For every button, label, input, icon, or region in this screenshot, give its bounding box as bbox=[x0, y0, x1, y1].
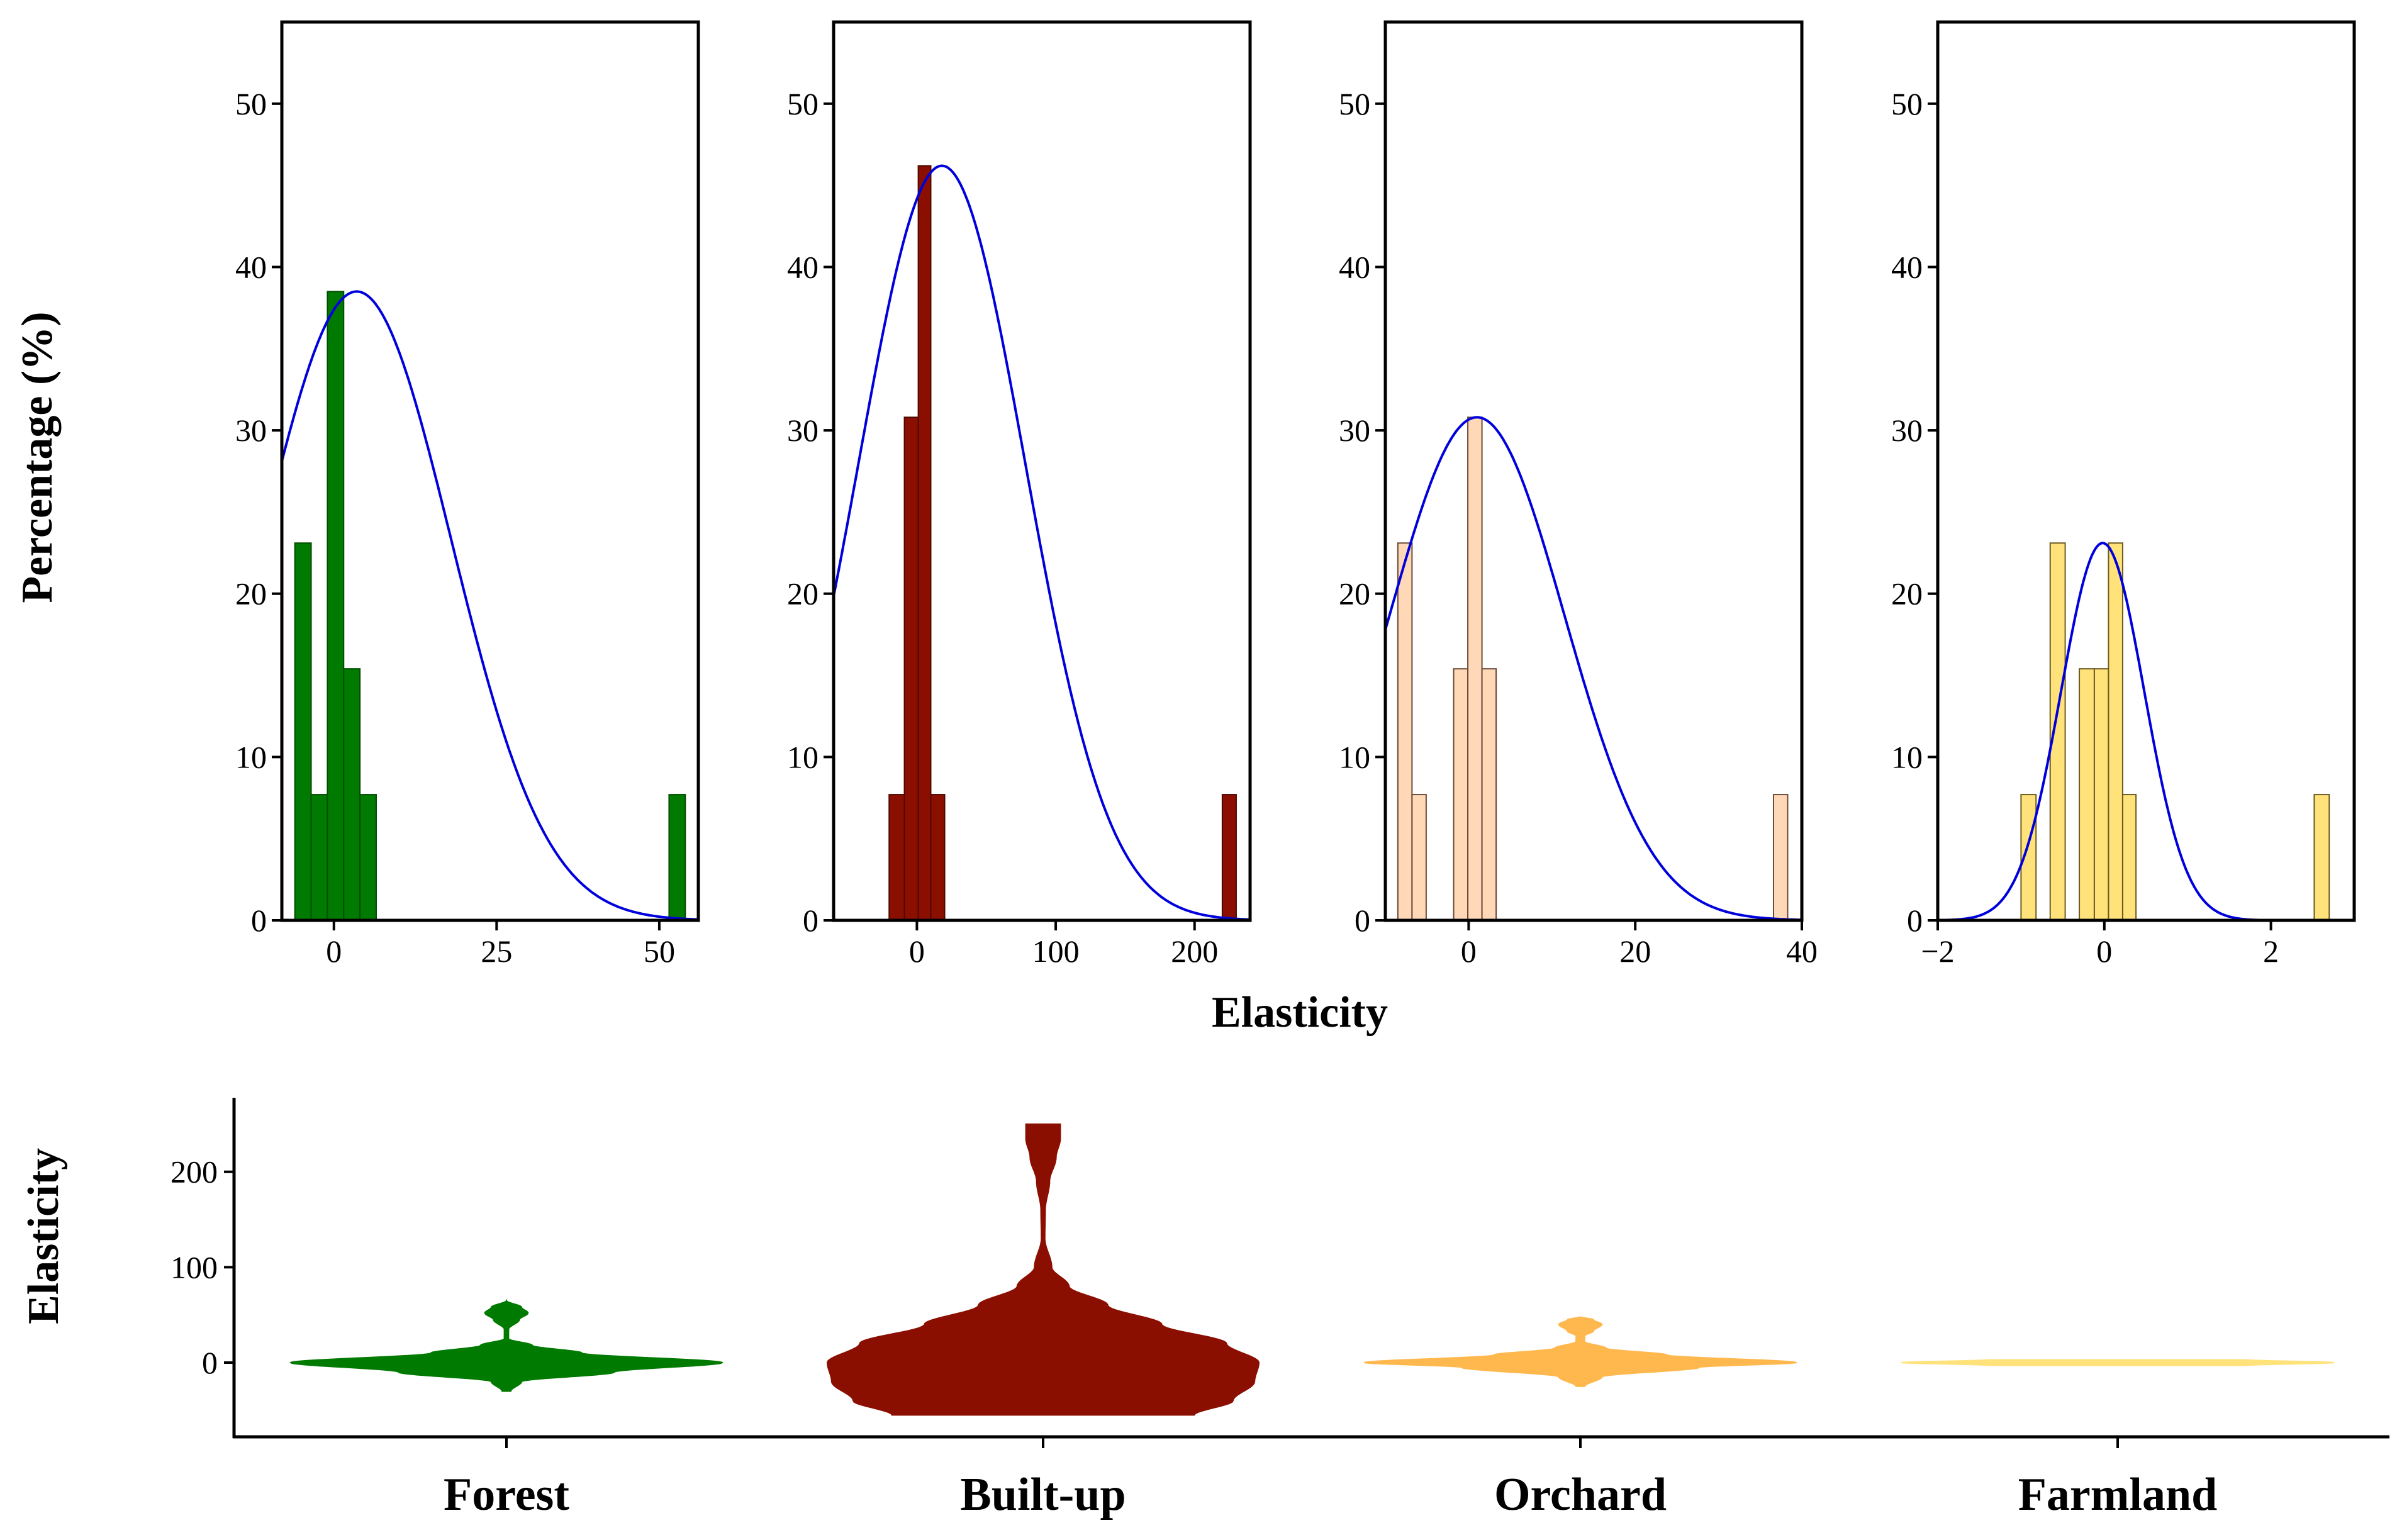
y-axis-title: Percentage (%) bbox=[13, 311, 62, 603]
panel-frame bbox=[1383, 20, 1804, 922]
x-tick-label: 0 bbox=[909, 934, 925, 969]
violin-y-tick-label: 100 bbox=[170, 1249, 218, 1285]
category-label-orchard: Orchard bbox=[1494, 1469, 1667, 1520]
violin-built-up bbox=[826, 1123, 1260, 1416]
x-tick-label: 0 bbox=[1461, 934, 1477, 969]
histogram-bar bbox=[1453, 668, 1469, 922]
violin-y-axis-title: Elasticity bbox=[20, 1148, 68, 1324]
y-tick-label: 10 bbox=[787, 739, 819, 774]
histogram-bar bbox=[2121, 794, 2137, 921]
x-tick-label: 100 bbox=[1032, 934, 1080, 969]
y-tick-label: 40 bbox=[1891, 249, 1923, 284]
histogram-bar bbox=[930, 794, 946, 921]
histogram-bar bbox=[1221, 794, 1237, 921]
histogram-bar bbox=[1481, 668, 1497, 922]
x-tick-label: 20 bbox=[1619, 934, 1651, 969]
y-tick-label: 30 bbox=[787, 413, 819, 448]
y-tick-label: 0 bbox=[251, 903, 267, 938]
x-tick-label: 0 bbox=[2096, 934, 2112, 969]
y-tick-label: 10 bbox=[1891, 739, 1923, 774]
y-tick-label: 20 bbox=[235, 576, 267, 611]
y-tick-label: 10 bbox=[235, 739, 267, 774]
y-tick-label: 50 bbox=[235, 86, 267, 121]
histogram-bar bbox=[294, 542, 312, 921]
panel-built-up: 0 10 20 30 40 50 0 100 200 bbox=[787, 20, 1252, 969]
histogram-bar bbox=[2093, 668, 2109, 922]
histogram-bar bbox=[1411, 794, 1427, 921]
violin-y-tick-label: 200 bbox=[170, 1154, 218, 1190]
violin-y-tick-label: 0 bbox=[202, 1345, 218, 1380]
x-tick-label: 25 bbox=[481, 934, 512, 969]
normal-fit-line bbox=[1385, 416, 1802, 920]
y-tick-label: 20 bbox=[787, 576, 819, 611]
histogram-bar bbox=[1772, 794, 1789, 921]
panel-frame bbox=[280, 20, 700, 922]
y-tick-label: 50 bbox=[1891, 86, 1923, 121]
y-tick-label: 30 bbox=[1891, 413, 1923, 448]
category-label-built-up: Built-up bbox=[960, 1469, 1126, 1520]
y-tick-label: 50 bbox=[1339, 86, 1370, 121]
violin-farmland bbox=[1900, 1359, 2335, 1366]
histogram-bar bbox=[2079, 668, 2095, 922]
y-tick-label: 30 bbox=[235, 413, 267, 448]
histogram-bar bbox=[2108, 542, 2123, 921]
panel-forest: 0 10 20 30 40 50 0 25 50 bbox=[235, 20, 700, 969]
x-tick-label: 0 bbox=[326, 934, 342, 969]
y-tick-label: 40 bbox=[235, 249, 267, 284]
histogram-bar bbox=[343, 668, 361, 922]
panel-frame bbox=[832, 20, 1252, 922]
histogram-bar bbox=[917, 165, 932, 922]
histogram-bar bbox=[903, 416, 919, 921]
normal-fit-line bbox=[1938, 542, 2354, 920]
y-tick-label: 0 bbox=[1907, 903, 1923, 938]
panel-frame bbox=[1936, 20, 2356, 922]
y-tick-label: 50 bbox=[787, 86, 819, 121]
x-axis-title: Elasticity bbox=[1212, 988, 1388, 1037]
x-tick-label: −2 bbox=[1921, 934, 1954, 969]
panel-orchard: 0 10 20 30 40 50 0 20 40 bbox=[1339, 20, 1818, 969]
x-tick-label: 40 bbox=[1786, 934, 1818, 969]
y-tick-label: 0 bbox=[1355, 903, 1370, 938]
x-tick-label: 50 bbox=[644, 934, 675, 969]
violin-plot: 0 100 200 Forest Built-up Orchard Farmland bbox=[170, 1098, 2389, 1520]
category-label-forest: Forest bbox=[444, 1469, 569, 1520]
histogram-bar bbox=[1467, 416, 1483, 921]
histogram-bar bbox=[1397, 542, 1413, 921]
histogram-bar bbox=[888, 794, 905, 921]
y-tick-label: 40 bbox=[1339, 249, 1370, 284]
x-tick-label: 200 bbox=[1171, 934, 1218, 969]
histogram-bar bbox=[327, 291, 345, 921]
y-tick-label: 0 bbox=[803, 903, 819, 938]
category-label-farmland: Farmland bbox=[2018, 1469, 2218, 1520]
histogram-bar bbox=[668, 794, 686, 921]
violin-forest bbox=[289, 1298, 724, 1392]
histogram-bar bbox=[2313, 794, 2330, 921]
y-tick-label: 20 bbox=[1891, 576, 1923, 611]
normal-fit-line bbox=[834, 164, 1250, 920]
normal-fit-line bbox=[282, 290, 698, 920]
histogram-bar bbox=[310, 794, 328, 921]
y-tick-label: 30 bbox=[1339, 413, 1370, 448]
y-tick-label: 40 bbox=[787, 249, 819, 284]
y-tick-label: 10 bbox=[1339, 739, 1370, 774]
histogram-bar bbox=[359, 794, 377, 921]
y-tick-label: 20 bbox=[1339, 576, 1370, 611]
x-tick-label: 2 bbox=[2263, 934, 2279, 969]
violin-orchard bbox=[1363, 1315, 1797, 1387]
